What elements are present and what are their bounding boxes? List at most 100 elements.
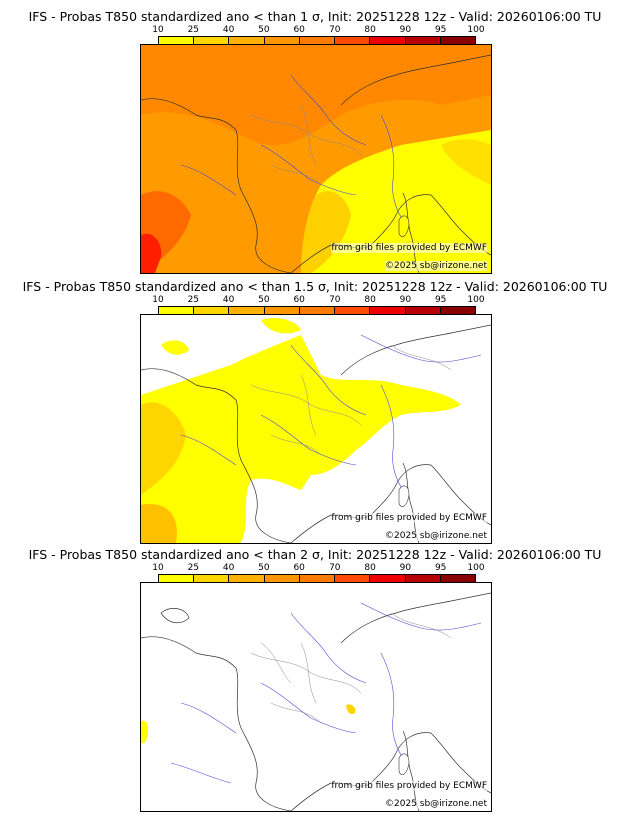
colorbar-swatch: [335, 307, 371, 314]
probability-field: [346, 704, 356, 715]
colorbar-ticks: 10 25 40 50 60 70 80 90 95 100: [152, 295, 484, 305]
panel-title: IFS - Probas T850 standardized ano < tha…: [28, 9, 602, 24]
colorbar-tick: 25: [187, 563, 200, 573]
colorbar-tick: 95: [434, 25, 447, 35]
corsica-island: [398, 753, 410, 776]
colorbar-tick: 100: [467, 25, 485, 35]
colorbar-swatch: [264, 307, 300, 314]
colorbar-tick: 10: [152, 563, 164, 573]
colorbar-tick: 70: [329, 563, 341, 573]
credit-source: from grib files provided by ECMWF: [331, 243, 487, 253]
colorbar-swatch: [299, 575, 336, 582]
probability-field: [141, 335, 461, 543]
colorbar-swatch: [370, 575, 406, 582]
forecast-map: from grib files provided by ECMWF ©2025 …: [140, 582, 492, 812]
colorbar-tick: 70: [329, 25, 341, 35]
colorbar-tick: 80: [364, 295, 376, 305]
colorbar-tick: 80: [364, 25, 376, 35]
probability-field: [141, 720, 149, 744]
colorbar-ticks: 10 25 40 50 60 70 80 90 95 100: [152, 25, 484, 35]
colorbar-tick: 60: [293, 295, 305, 305]
corsica-island: [398, 215, 410, 238]
rivers: [180, 334, 482, 491]
colorbar-tick: 50: [258, 563, 270, 573]
probability-field: [141, 583, 491, 811]
colorbar-swatch: [229, 307, 265, 314]
colorbar-ticks: 10 25 40 50 60 70 80 90 95 100: [152, 563, 484, 573]
credit-copyright: ©2025 sb@irizone.net: [385, 531, 487, 541]
credit-source: from grib files provided by ECMWF: [331, 781, 487, 791]
colorbar-swatch: [370, 307, 406, 314]
colorbar-swatch: [264, 37, 300, 44]
colorbar-swatch: [229, 575, 265, 582]
colorbar-swatch: [335, 575, 371, 582]
probability-field: [141, 233, 162, 273]
map-panel-3: IFS - Probas T850 standardized ano < tha…: [0, 548, 630, 816]
map-panel-2: IFS - Probas T850 standardized ano < tha…: [0, 280, 630, 548]
colorbar-swatch: [405, 307, 441, 314]
corsica-island: [398, 485, 410, 508]
colorbar-swatch: [194, 307, 230, 314]
probability-field: [441, 139, 491, 185]
probability-field: [141, 402, 186, 495]
colorbar-tick: 40: [222, 563, 235, 573]
map-panel-1: IFS - Probas T850 standardized ano < tha…: [0, 10, 630, 278]
map-graphic: [141, 315, 491, 543]
credit-source: from grib files provided by ECMWF: [331, 513, 487, 523]
colorbar-tick: 90: [399, 295, 412, 305]
forecast-map: from grib files provided by ECMWF ©2025 …: [140, 314, 492, 544]
probability-colorbar: 10 25 40 50 60 70 80 90 95 100: [152, 563, 485, 587]
colorbar-swatch: [159, 307, 195, 314]
colorbar-swatch: [299, 307, 336, 314]
colorbar-tick: 50: [258, 25, 270, 35]
credit-copyright: ©2025 sb@irizone.net: [385, 799, 487, 809]
colorbar-tick: 90: [399, 25, 412, 35]
colorbar-swatch: [405, 575, 441, 582]
colorbar-swatch: [440, 37, 475, 44]
colorbar-swatch: [194, 575, 230, 582]
colorbar-swatch: [159, 575, 195, 582]
colorbar-tick: 25: [187, 295, 200, 305]
admin-borders: [250, 104, 362, 186]
colorbar-tick: 95: [434, 295, 447, 305]
panel-title: IFS - Probas T850 standardized ano < tha…: [22, 279, 608, 294]
admin-borders: [250, 344, 452, 456]
colorbar-swatch: [299, 37, 336, 44]
colorbar-swatch: [194, 37, 230, 44]
admin-borders: [250, 612, 452, 724]
probability-field: [141, 504, 177, 543]
colorbar-tick: 50: [258, 295, 270, 305]
map-graphic: [141, 45, 491, 273]
rivers: [180, 74, 404, 221]
colorbar-swatch: [159, 37, 195, 44]
rivers: [170, 602, 482, 784]
colorbar-tick: 25: [187, 25, 200, 35]
colorbar-tick: 10: [152, 295, 164, 305]
colorbar-swatch: [405, 37, 441, 44]
colorbar-tick: 40: [222, 295, 235, 305]
colorbar-swatch: [229, 37, 265, 44]
probability-field: [305, 130, 491, 273]
colorbar-tick: 100: [467, 295, 485, 305]
colorbar-tick: 60: [293, 563, 305, 573]
colorbar-swatch: [440, 575, 475, 582]
probability-field: [301, 191, 351, 273]
colorbar-tick: 80: [364, 563, 376, 573]
colorbar-tick: 95: [434, 563, 447, 573]
colorbar-tick: 70: [329, 295, 341, 305]
colorbar-tick: 100: [467, 563, 485, 573]
colorbar-tick: 90: [399, 563, 412, 573]
forecast-map: from grib files provided by ECMWF ©2025 …: [140, 44, 492, 274]
credit-copyright: ©2025 sb@irizone.net: [385, 261, 487, 271]
map-graphic: [141, 583, 491, 811]
panel-title: IFS - Probas T850 standardized ano < tha…: [28, 547, 602, 562]
colorbar-swatch: [370, 37, 406, 44]
colorbar-swatch: [440, 307, 475, 314]
colorbar-swatch: [335, 37, 371, 44]
probability-field: [161, 340, 189, 355]
colorbar-tick: 60: [293, 25, 305, 35]
colorbar-swatch: [264, 575, 300, 582]
probability-field: [141, 45, 491, 146]
colorbar-tick: 10: [152, 25, 164, 35]
probability-field: [261, 318, 301, 334]
